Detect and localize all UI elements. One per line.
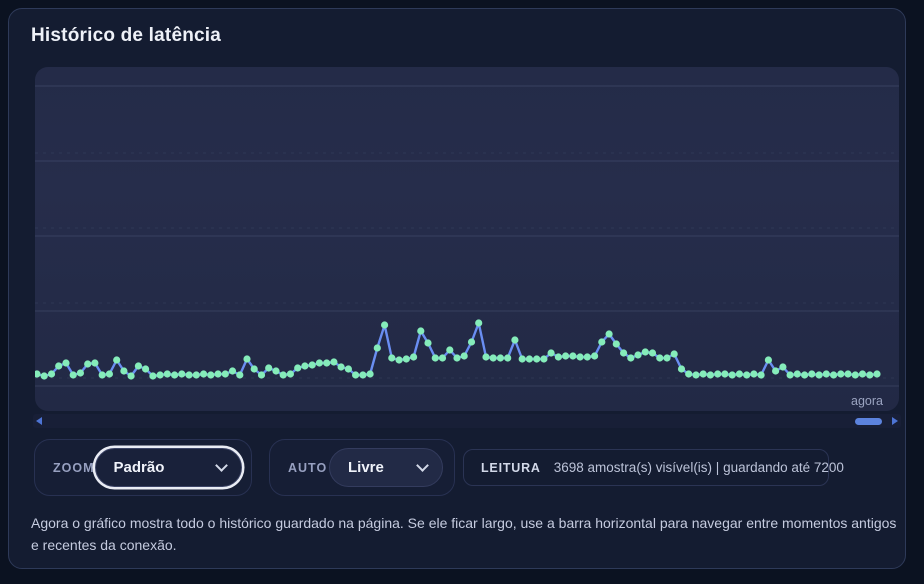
reading-status-box: LEITURA 3698 amostra(s) visível(is) | gu… <box>463 449 844 486</box>
auto-label: AUTO <box>288 460 328 475</box>
scrollbar-thumb[interactable] <box>855 417 882 425</box>
chevron-down-icon <box>416 459 429 472</box>
reading-status-text: 3698 amostra(s) visível(is) | guardando … <box>553 460 844 475</box>
scrollbar-left-arrow-icon[interactable] <box>36 417 42 425</box>
chart-horizontal-scrollbar[interactable] <box>33 414 901 428</box>
latency-history-card: Histórico de latência agora ZOOM Padrão … <box>8 8 906 569</box>
scrollbar-right-arrow-icon[interactable] <box>892 417 898 425</box>
auto-control-group: AUTO Livre <box>269 439 455 496</box>
reading-label: LEITURA <box>481 460 541 475</box>
zoom-label: ZOOM <box>53 460 95 475</box>
chevron-down-icon <box>214 459 228 472</box>
latency-chart-svg <box>35 85 899 387</box>
chart-help-text: Agora o gráfico mostra todo o histórico … <box>31 515 897 553</box>
zoom-control-group: ZOOM Padrão <box>34 439 252 496</box>
page-title: Histórico de latência <box>31 25 222 46</box>
auto-select-value: Livre <box>348 459 384 476</box>
zoom-select[interactable]: Padrão <box>94 448 242 487</box>
zoom-select-value: Padrão <box>113 459 165 476</box>
scrollbar-track[interactable] <box>46 417 888 425</box>
chart-now-label: agora <box>851 394 883 408</box>
latency-chart-panel[interactable]: agora <box>35 67 899 411</box>
auto-select[interactable]: Livre <box>329 448 443 487</box>
